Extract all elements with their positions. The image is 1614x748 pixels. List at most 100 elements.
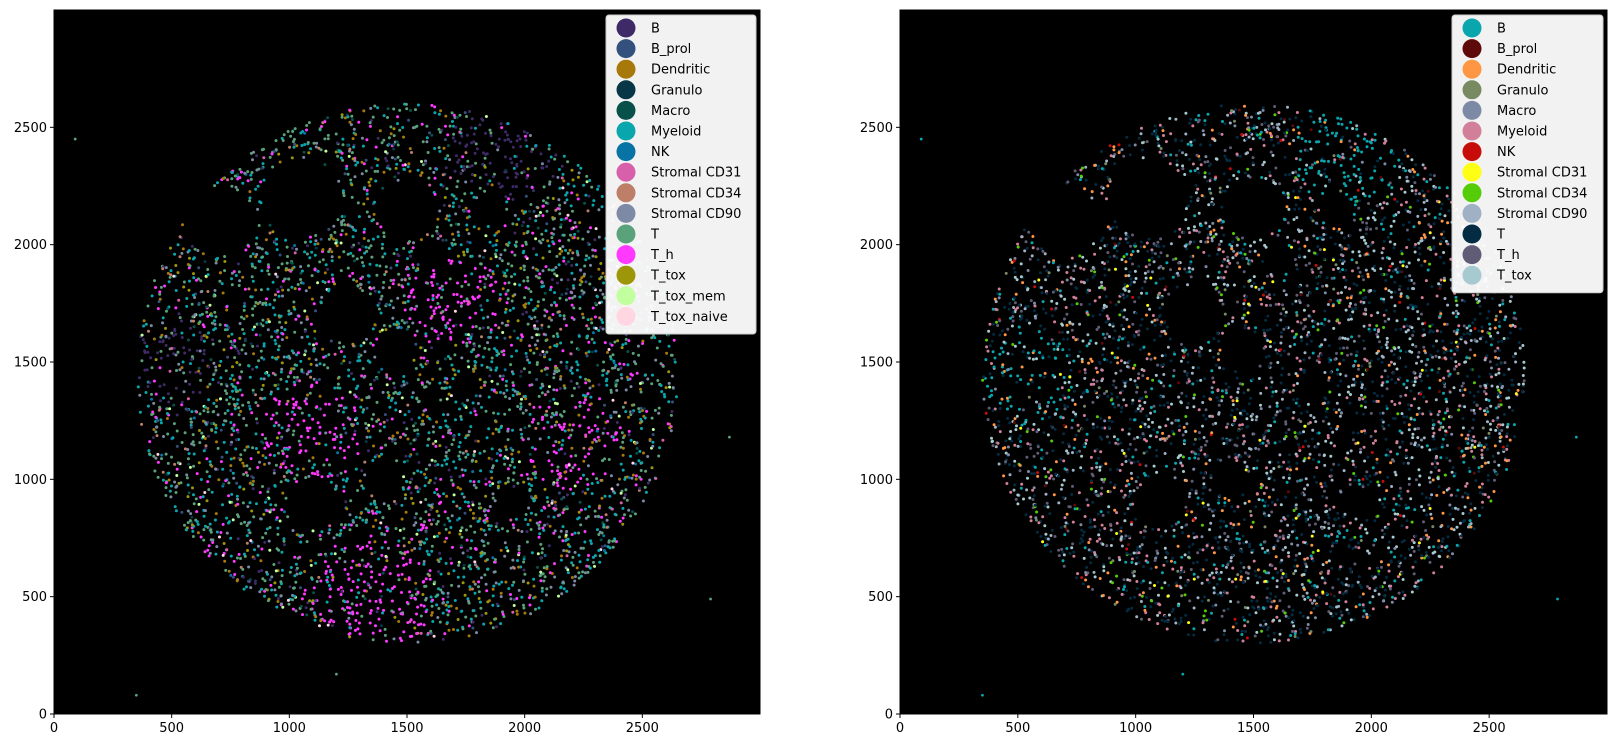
point-t (483, 189, 487, 193)
point-dendritic (485, 519, 489, 523)
point-myeloid (308, 342, 312, 346)
point-t_tox (1120, 449, 1124, 452)
point-myeloid (330, 273, 334, 277)
point-t_tox (515, 223, 519, 226)
point-stromal-cd90 (249, 586, 253, 590)
point-t_h (459, 295, 463, 299)
point-t (638, 475, 642, 479)
point-t_h (250, 411, 254, 415)
point-t_h (451, 545, 454, 549)
point-myeloid (410, 395, 414, 399)
point-nk (634, 462, 637, 466)
point-t (634, 362, 638, 366)
point-b (253, 582, 257, 585)
point-myeloid (228, 395, 232, 399)
point-t (252, 515, 256, 519)
point-t (669, 413, 673, 417)
point-myeloid (189, 362, 192, 366)
point-myeloid (568, 545, 572, 548)
point-t (378, 429, 382, 433)
point-t_tox (478, 517, 482, 521)
point-myeloid (496, 264, 499, 268)
point-myeloid (378, 526, 382, 530)
point-myeloid (621, 343, 625, 347)
point-myeloid (273, 313, 277, 317)
point-t (314, 234, 318, 237)
point-t (174, 491, 178, 494)
point-t_tox_naive (398, 410, 402, 413)
point-stromal-cd90 (1012, 488, 1016, 492)
point-myeloid (424, 332, 428, 336)
point-t_h (302, 419, 306, 423)
point-myeloid (248, 407, 252, 411)
point-dendritic (241, 275, 245, 279)
point-t_h (310, 471, 314, 475)
point-t_tox (169, 246, 172, 250)
point-b (191, 390, 195, 394)
point-b_prol (229, 469, 233, 472)
point-t_h (366, 562, 370, 566)
point-t_h (524, 286, 528, 290)
point-stromal-cd90 (570, 428, 574, 432)
point-myeloid (566, 537, 570, 541)
point-dendritic (425, 415, 429, 419)
point-granulo (462, 563, 466, 567)
point-t_h (510, 343, 513, 347)
point-t_h (438, 305, 441, 309)
point-stromal-cd90 (519, 428, 523, 432)
point-myeloid (214, 426, 218, 430)
point-dendritic (589, 317, 593, 321)
point-stromal-cd90 (382, 502, 386, 506)
point-myeloid (212, 401, 216, 405)
point-stromal-cd90 (238, 376, 242, 380)
point-t_h (593, 315, 597, 319)
point-t (336, 154, 340, 158)
point-macro (222, 482, 225, 486)
point-dendritic (215, 398, 219, 402)
point-t_h (505, 301, 509, 305)
point-stromal-cd31 (458, 130, 462, 134)
point-nk (498, 480, 502, 484)
point-myeloid (368, 435, 372, 439)
point-macro (187, 338, 190, 342)
point-t_tox (176, 271, 180, 275)
point-t_h (563, 422, 566, 426)
point-t_tox (223, 260, 227, 263)
point-t_h (354, 395, 358, 399)
point-macro (381, 571, 385, 575)
point-b (444, 166, 448, 170)
point-t_h (562, 259, 566, 263)
point-t_tox (565, 549, 569, 553)
point-stromal-cd90 (262, 377, 266, 381)
point-t_tox (394, 166, 398, 170)
point-myeloid (488, 484, 492, 487)
point-myeloid (293, 594, 296, 598)
point-myeloid (348, 626, 352, 630)
point-t (580, 289, 584, 293)
point-b_prol (547, 515, 550, 519)
point-dendritic (546, 239, 550, 243)
point-t_h (558, 476, 562, 480)
point-stromal-cd90 (422, 422, 425, 426)
point-stromal-cd90 (561, 580, 565, 584)
point-t (288, 570, 292, 574)
point-t_h (587, 340, 591, 344)
point-t (493, 252, 497, 256)
point-t (248, 199, 252, 203)
point-myeloid (174, 509, 178, 513)
point-stromal-cd90 (513, 389, 517, 393)
point-t (555, 332, 559, 336)
point-stromal-cd90 (255, 168, 259, 172)
point-b (236, 537, 240, 541)
point-myeloid (201, 495, 205, 499)
point-stromal-cd31 (177, 298, 181, 302)
point-t (367, 246, 371, 250)
point-t (365, 210, 369, 214)
point-dendritic (348, 120, 352, 124)
point-t_h (154, 392, 158, 396)
point-t (239, 453, 243, 457)
point-stromal-cd34 (388, 286, 391, 290)
point-t (446, 154, 450, 158)
point-b_prol (231, 575, 235, 579)
point-b_prol (424, 530, 428, 534)
